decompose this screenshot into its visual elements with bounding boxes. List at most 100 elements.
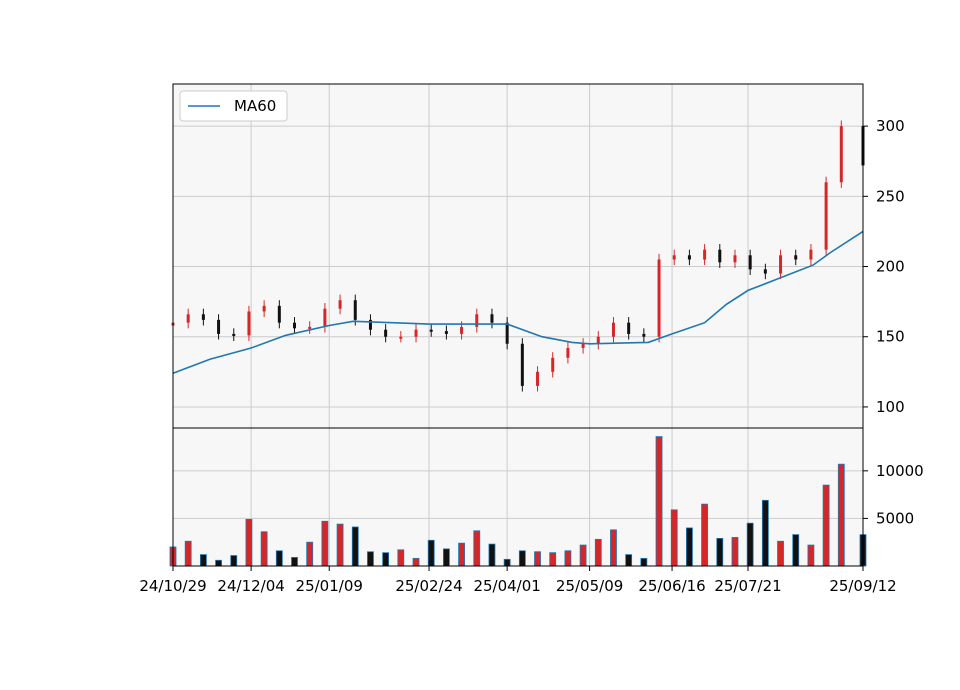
x-tick-label: 25/01/09 (296, 577, 363, 595)
x-tick-label: 24/12/04 (217, 577, 284, 595)
volume-bar (746, 522, 754, 567)
candle-body (277, 305, 281, 323)
volume-panel-frame (172, 427, 864, 567)
candle-body (247, 311, 251, 336)
candle-body (201, 314, 205, 320)
volume-bar (686, 527, 693, 567)
candle-body (748, 255, 752, 270)
candle-body (581, 343, 585, 348)
candle-body (809, 249, 813, 260)
x-tick-label: 25/09/12 (829, 577, 896, 595)
candle-body (399, 336, 403, 339)
candle-body (353, 300, 357, 320)
candle-body (505, 322, 509, 344)
volume-bar (640, 557, 648, 567)
price-y-tick-label: 150 (876, 328, 905, 346)
volume-bar (442, 548, 450, 567)
candle-body (733, 255, 737, 263)
volume-bar (761, 499, 769, 567)
volume-bar (518, 550, 526, 567)
volume-bar (716, 538, 724, 567)
price-panel: 100 150 200 250 300 MA60 (171, 83, 905, 429)
candle-body (642, 333, 646, 337)
volume-bar (199, 554, 207, 567)
volume-bar (291, 557, 298, 567)
volume-y-axis: 5000 10000 (863, 462, 924, 527)
legend-box (179, 90, 288, 122)
price-panel-background (173, 84, 863, 428)
candle-body (672, 255, 676, 260)
x-tick-label: 25/07/21 (714, 577, 781, 595)
candle-body (536, 371, 540, 386)
volume-bar (503, 558, 511, 567)
candle-body (262, 305, 266, 312)
volume-bar (701, 503, 709, 567)
candle-body (308, 326, 312, 329)
volume-bar (807, 544, 815, 567)
volume-bar (336, 523, 344, 567)
volume-panel-background (173, 428, 863, 566)
volume-bar (397, 549, 405, 567)
ma60-line (172, 230, 864, 374)
candle-body (323, 308, 327, 327)
volume-panel: 5000 10000 (169, 427, 924, 567)
volume-bar (655, 436, 663, 567)
candle-body (186, 314, 190, 323)
volume-bar (777, 540, 784, 567)
candle-body (384, 329, 388, 337)
volume-y-tick-label: 10000 (876, 462, 924, 480)
candle-body (475, 314, 479, 327)
legend: MA60 (179, 90, 288, 122)
volume-bar (822, 484, 830, 567)
candle-body (611, 322, 615, 337)
candle-body (839, 126, 843, 183)
candle-body (293, 322, 297, 329)
volume-bar (625, 554, 633, 567)
candle-body (414, 329, 418, 337)
price-y-tick-label: 200 (876, 258, 905, 276)
candle-body (460, 326, 464, 334)
volume-y-tick-label: 5000 (876, 509, 914, 527)
candle-body (794, 255, 798, 260)
candle-body (566, 347, 570, 358)
candle-body (779, 255, 783, 274)
candle-body (232, 333, 236, 336)
volume-bar (245, 518, 253, 567)
candle-body (703, 249, 707, 260)
volume-bar (321, 520, 329, 567)
candle-body (368, 319, 372, 330)
volume-bar (792, 534, 800, 567)
x-tick-label: 25/02/24 (395, 577, 462, 595)
candle-body (596, 336, 600, 344)
x-tick-label: 25/05/09 (556, 577, 623, 595)
price-gridlines (172, 84, 864, 428)
candle-body (217, 319, 221, 334)
price-y-tick-label: 100 (876, 398, 905, 416)
volume-bar (610, 529, 617, 567)
volume-bar (382, 552, 390, 567)
volume-bar (230, 555, 238, 567)
candle-body (444, 331, 448, 334)
candle-body (429, 329, 433, 332)
candle-body (551, 357, 555, 372)
volume-bar (412, 557, 420, 567)
volume-bar (306, 541, 314, 567)
volume-bar (215, 559, 222, 567)
x-tick-label: 24/10/29 (139, 577, 206, 595)
candle-body (490, 314, 494, 323)
volume-bar (549, 552, 557, 567)
price-y-tick-label: 300 (876, 117, 905, 135)
x-tick-label: 25/06/16 (638, 577, 705, 595)
candle-body (520, 343, 524, 386)
price-y-axis: 100 150 200 250 300 (863, 117, 905, 416)
volume-bar (488, 543, 496, 567)
x-axis: 24/10/29 24/12/04 25/01/09 25/02/24 25/04/01… (139, 566, 897, 595)
legend-ma60-label: MA60 (234, 97, 276, 115)
candle-body (718, 249, 722, 263)
volume-bar (260, 531, 268, 567)
candle-body (687, 255, 691, 260)
volume-bar (367, 551, 374, 567)
volume-bar (670, 509, 678, 567)
candle-body (824, 182, 828, 250)
